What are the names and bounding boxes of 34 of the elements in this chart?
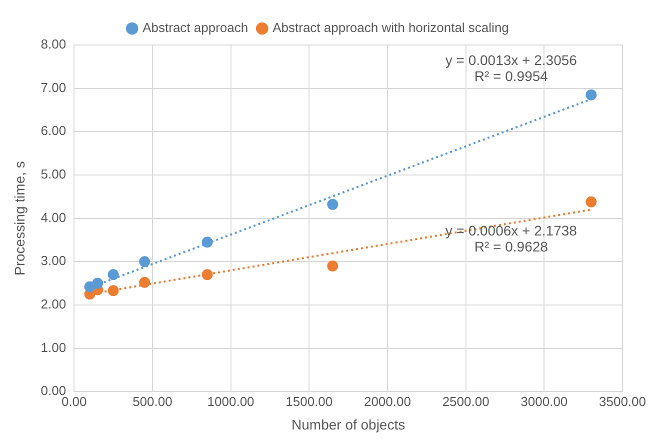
- point: [139, 276, 150, 288]
- point: [586, 196, 597, 208]
- y-tick-label: 8.00: [40, 36, 66, 52]
- annotation: R² = 0.9628: [474, 238, 548, 254]
- point: [108, 285, 119, 296]
- y-tick-label: 2.00: [40, 296, 66, 312]
- point: [327, 198, 338, 210]
- y-tick-label: 7.00: [40, 80, 66, 95]
- legend-label: Abstract approach with horizontal scaling: [272, 20, 509, 36]
- y-tick-label: 5.00: [40, 166, 66, 182]
- point: [139, 256, 150, 268]
- x-tick-label: 2500.00: [442, 394, 490, 409]
- x-tick-label: 3500.00: [599, 394, 646, 409]
- point: [92, 278, 104, 289]
- x-axis-title: Number of objects: [292, 416, 406, 432]
- annotation: y = 0.0013x + 2.3056: [445, 52, 578, 68]
- x-tick-label: 1000.00: [207, 394, 254, 409]
- y-axis-title: Processing time, s: [11, 161, 28, 276]
- point: [586, 89, 597, 100]
- annotation: R² = 0.9954: [474, 68, 548, 84]
- point: [327, 260, 338, 272]
- y-tick-label: 3.00: [40, 253, 66, 268]
- x-tick-label: 500.00: [132, 394, 172, 409]
- point: [202, 269, 213, 280]
- x-tick-label: 1500.00: [286, 394, 333, 409]
- y-tick-label: 4.00: [40, 210, 66, 225]
- x-tick-label: 3000.00: [520, 394, 568, 409]
- y-tick-label: 1.00: [40, 340, 66, 355]
- y-tick-label: 6.00: [40, 123, 66, 138]
- annotation: y = 0.0006x + 2.1738: [445, 222, 578, 238]
- x-tick-label: 2000.00: [364, 394, 411, 409]
- legend-label: Abstract approach: [142, 20, 248, 36]
- point: [108, 269, 119, 280]
- point: [202, 236, 213, 248]
